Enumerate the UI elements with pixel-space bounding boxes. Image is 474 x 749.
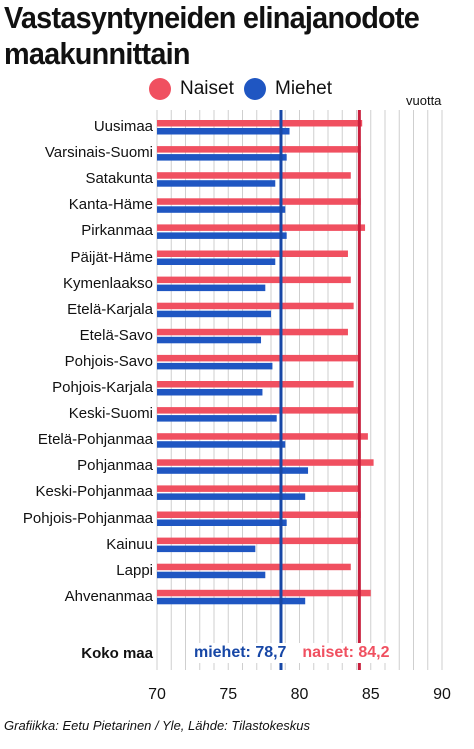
legend-naiset-swatch	[149, 78, 171, 100]
category-label: Kanta-Häme	[68, 196, 153, 214]
category-label: Kymenlaakso	[62, 274, 153, 292]
bar-miehet	[157, 519, 287, 526]
bar-naiset	[157, 276, 351, 284]
credit-line: Grafiikka: Eetu Pietarinen / Yle, Lähde:…	[4, 718, 311, 733]
bar-naiset	[157, 198, 361, 205]
category-label: Uusimaa	[93, 118, 153, 135]
bar-miehet	[157, 232, 287, 239]
x-tick-label: 85	[361, 686, 380, 703]
legend-miehet-label: Miehet	[275, 78, 333, 99]
bar-naiset	[157, 537, 358, 545]
legend-naiset: Naiset	[149, 74, 234, 104]
bar-naiset	[157, 302, 354, 310]
category-label: Etelä-Savo	[79, 326, 153, 344]
unit-label: vuotta	[406, 93, 442, 108]
bar-naiset	[157, 459, 374, 466]
bar-naiset	[157, 563, 351, 571]
bar-miehet	[157, 310, 271, 318]
bar-miehet	[157, 284, 266, 292]
bar-naiset	[157, 433, 368, 440]
avg-naiset-label: naiset: 84,2	[299, 643, 393, 663]
bar-naiset	[157, 224, 366, 231]
category-label: Satakunta	[85, 170, 153, 188]
bar-miehet	[157, 336, 262, 344]
category-label: Keski-Pohjanmaa	[35, 483, 153, 501]
bar-naiset	[157, 120, 363, 127]
bar-miehet	[157, 180, 276, 187]
bar-miehet	[157, 571, 266, 579]
category-label: Pohjanmaa	[77, 457, 153, 475]
bar-naiset	[157, 589, 371, 597]
bar-naiset	[157, 328, 348, 336]
bar-miehet	[157, 206, 286, 213]
bar-miehet	[157, 362, 273, 370]
category-label: Pohjois-Pohjanmaa	[22, 509, 153, 527]
legend-miehet: Miehet	[244, 74, 332, 104]
bar-naiset	[157, 146, 361, 153]
legend-miehet-swatch	[244, 78, 266, 100]
chart-title: Vastasyntyneiden elinajanodote maakunnit…	[4, 0, 420, 71]
bar-miehet	[157, 154, 287, 161]
bar-naiset	[157, 511, 361, 518]
category-label: Ahvenanmaa	[64, 587, 153, 605]
bar-miehet	[157, 128, 290, 135]
category-label: Päijät-Häme	[70, 248, 153, 266]
bar-naiset	[157, 250, 348, 257]
category-label: Kainuu	[106, 535, 153, 553]
category-label: Keski-Suomi	[68, 405, 153, 423]
bar-miehet	[157, 258, 276, 265]
bar-miehet	[157, 415, 277, 422]
category-label: Etelä-Karjala	[67, 300, 153, 318]
bar-miehet	[157, 441, 286, 448]
avg-miehet-label: miehet: 78,7	[190, 643, 290, 663]
x-tick-label: 80	[290, 686, 309, 703]
category-label: Pohjois-Savo	[64, 352, 153, 370]
category-label: Varsinais-Suomi	[44, 144, 153, 162]
bar-naiset	[157, 172, 351, 179]
x-tick-label: 90	[433, 686, 451, 703]
bar-naiset	[157, 407, 358, 414]
category-label: Pirkanmaa	[81, 222, 153, 240]
category-label: Etelä-Pohjanmaa	[37, 431, 153, 449]
bar-naiset	[157, 381, 354, 388]
bar-naiset	[157, 485, 360, 492]
x-tick-label: 70	[148, 686, 166, 703]
legend-naiset-label: Naiset	[180, 78, 234, 99]
bar-miehet	[157, 597, 306, 605]
bar-miehet	[157, 467, 309, 474]
bar-miehet	[157, 545, 256, 553]
category-label: Pohjois-Karjala	[52, 379, 153, 396]
bar-miehet	[157, 389, 263, 396]
bar-naiset	[157, 354, 358, 362]
category-label: Lappi	[116, 561, 153, 579]
x-tick-label: 75	[219, 686, 238, 703]
bar-miehet	[157, 493, 306, 500]
category-label-total: Koko maa	[81, 645, 153, 662]
